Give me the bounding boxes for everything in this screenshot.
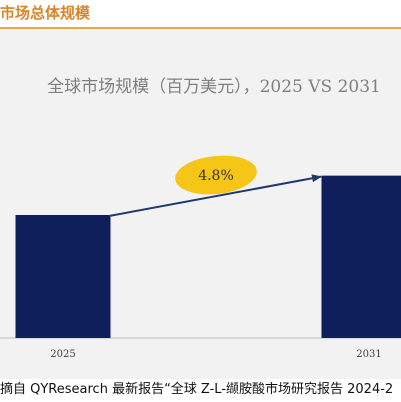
section-title: 市场总体规模 <box>0 4 91 22</box>
market-size-chart: 全球市场规模（百万美元），2025 VS 2031 2025 2031 4.8% <box>0 77 401 360</box>
chart-panel: 全球市场规模（百万美元），2025 VS 2031 2025 2031 4.8% <box>0 29 401 379</box>
growth-badge <box>175 155 257 195</box>
growth-arrow <box>108 174 322 217</box>
x-tick-label-2025: 2025 <box>50 349 75 360</box>
section-divider <box>0 27 401 29</box>
growth-rate-label: 4.8% <box>198 168 234 184</box>
chart-title: 全球市场规模（百万美元），2025 VS 2031 <box>47 77 381 97</box>
source-citation: 摘自 QYResearch 最新报告“全球 Z-L-缬胺酸市场研究报告 2024… <box>0 382 394 397</box>
bar-2031 <box>321 175 401 338</box>
bar-2025 <box>15 215 111 338</box>
x-tick-label-2031: 2031 <box>356 349 381 360</box>
